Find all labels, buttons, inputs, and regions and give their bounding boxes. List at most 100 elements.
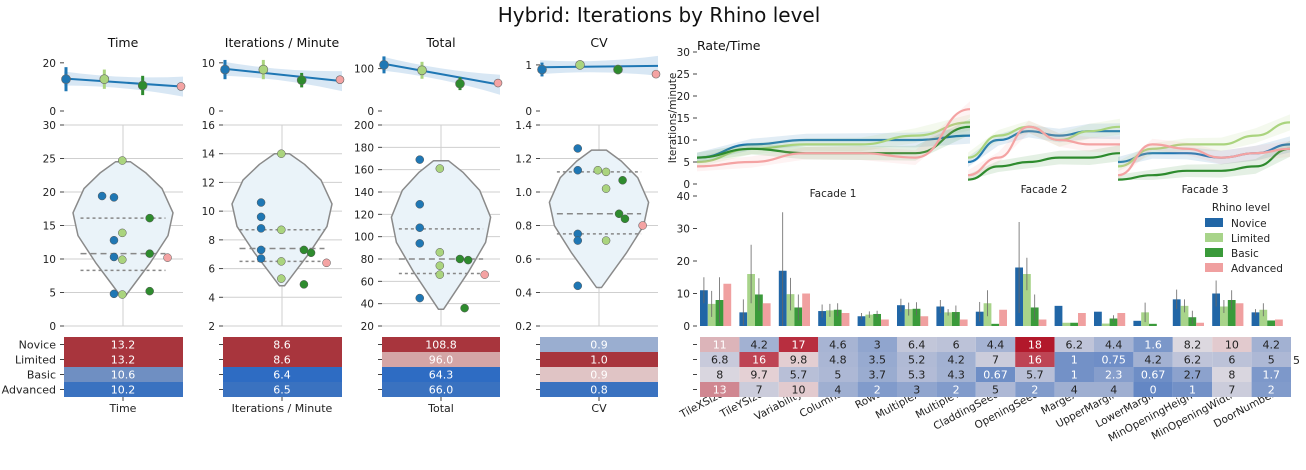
rate-ytick-label: 30 — [677, 47, 690, 59]
param-heat-value: 9.8 — [790, 354, 808, 367]
param-heat-value: 0.67 — [983, 369, 1008, 382]
trend-mean-point — [379, 60, 389, 70]
violin-point — [145, 286, 154, 296]
metric-title-0: Time — [107, 35, 139, 50]
trend-ci-band — [382, 56, 500, 95]
legend-swatch — [1205, 263, 1223, 272]
rate-curve — [1117, 147, 1291, 181]
violin-ytick-label: 20 — [361, 321, 374, 333]
violin-ytick-label: 2 — [208, 321, 215, 333]
param-ytick-label: 20 — [677, 256, 690, 268]
violin-ytick-label: 30 — [43, 120, 56, 132]
param-bar — [1267, 320, 1275, 326]
param-heat-value: 7 — [992, 354, 999, 367]
param-bar — [1227, 300, 1236, 326]
metric-title-2: Total — [425, 35, 455, 50]
param-bar — [1196, 322, 1204, 326]
violin-ytick-label: 6 — [208, 264, 215, 276]
param-heat-cell — [818, 352, 858, 367]
param-heat-cell — [1015, 382, 1055, 397]
param-heat-cell — [936, 352, 976, 367]
trend-mean-point — [417, 65, 427, 76]
param-heat-cell — [1251, 337, 1291, 352]
param-heat-cell — [936, 337, 976, 352]
param-bar — [904, 309, 913, 326]
param-heat-cell — [1212, 367, 1252, 382]
param-ytick-label: 40 — [677, 191, 690, 203]
legend-label: Limited — [1231, 233, 1270, 245]
param-bar — [991, 323, 1000, 326]
param-heat-cell — [897, 367, 937, 382]
rate-curve — [1117, 143, 1291, 177]
violin-point — [277, 225, 286, 235]
param-heat-value: 4 — [1110, 384, 1117, 397]
violin-point — [593, 165, 603, 175]
param-heat-value: 0.67 — [1141, 369, 1166, 382]
legend-swatch — [1205, 248, 1223, 257]
trend-mean-point — [493, 78, 503, 88]
param-heat-value: 5.3 — [908, 369, 926, 382]
violin-point — [573, 281, 583, 291]
trend-line — [222, 67, 343, 83]
param-bar — [1117, 313, 1126, 326]
mean-table-row-label: Advanced — [2, 384, 56, 397]
violin-point — [415, 239, 425, 248]
param-ytick-label: 10 — [677, 289, 690, 301]
param-bar — [944, 312, 952, 326]
param-heat-cell — [818, 337, 858, 352]
violin-point — [435, 270, 445, 279]
trend-ci-band — [64, 71, 183, 97]
violin-point — [415, 155, 425, 164]
param-heat-value: 10 — [792, 384, 806, 397]
mean-table-cell — [382, 352, 500, 367]
trend-ytick-label: 0 — [525, 106, 532, 118]
param-heat-cell — [1015, 352, 1055, 367]
trend-mean-point — [455, 78, 465, 89]
param-heat-cell — [1133, 382, 1173, 397]
param-heat-cell — [897, 382, 937, 397]
param-heat-cell — [1094, 337, 1134, 352]
mean-table-cell — [223, 352, 342, 367]
rate-curve — [1117, 121, 1291, 168]
param-bar — [1133, 320, 1142, 326]
violin-point — [435, 164, 445, 173]
trend-ytick-label: 0 — [49, 106, 56, 118]
param-bar — [1101, 323, 1110, 326]
param-heat-cell — [1094, 352, 1134, 367]
trend-mean-point — [61, 74, 71, 84]
mean-table-value: 10.2 — [111, 384, 136, 397]
trend-mean-point — [137, 80, 148, 91]
param-heat-cell — [1133, 337, 1173, 352]
mean-table-value: 6.4 — [273, 369, 291, 382]
violin-ytick-label: 5 — [49, 288, 56, 300]
param-heat-cell — [1094, 382, 1134, 397]
param-bar — [936, 306, 945, 326]
mean-table-row-label: Basic — [27, 369, 56, 382]
param-heat-value: 4.6 — [829, 339, 847, 352]
param-heat-cell — [857, 352, 897, 367]
param-heat-value: 5.2 — [908, 354, 926, 367]
violin-point — [415, 293, 425, 303]
trend-mean-point — [613, 64, 623, 75]
param-bar — [865, 314, 874, 326]
mean-table-cell — [64, 367, 183, 382]
rate-ytick-label: 20 — [677, 91, 690, 103]
mean-table-cell — [223, 382, 342, 397]
mean-table-cell — [382, 382, 500, 397]
violin-ytick-label: 120 — [354, 209, 374, 221]
param-heat-cell — [857, 382, 897, 397]
mean-table-value: 0.9 — [590, 369, 608, 382]
trend-mean-point — [99, 74, 110, 84]
rate-ci-band — [1118, 136, 1290, 167]
violin-point — [109, 235, 119, 245]
violin-panel-3: 0.2 0.4 0.6 0.8 1.0 1.2 1.4 — [515, 120, 658, 333]
mean-table-cell — [540, 382, 658, 397]
legend-swatch — [1205, 233, 1223, 242]
violin-point — [573, 165, 583, 175]
param-heat-cell — [700, 352, 740, 367]
param-heat-extra-label: 5 — [1293, 354, 1300, 367]
rate-ci-band — [697, 114, 970, 167]
mean-table-cell — [223, 367, 342, 382]
param-heat-cell — [739, 382, 779, 397]
violin-ytick-label: 14 — [202, 149, 216, 161]
